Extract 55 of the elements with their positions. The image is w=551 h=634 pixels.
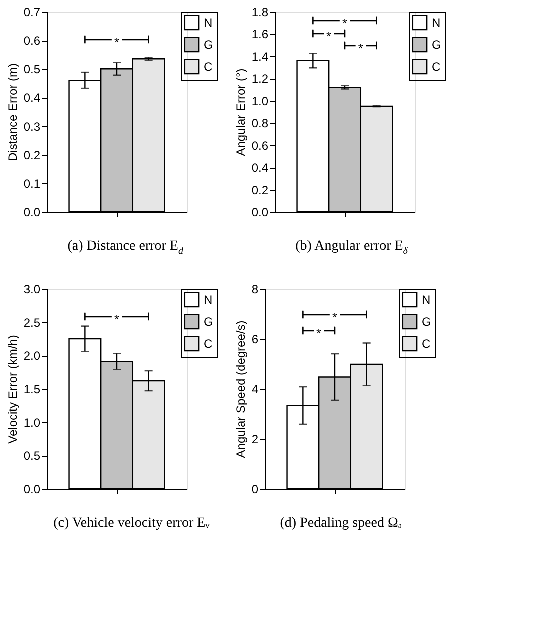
y-tick-label: 4: [252, 382, 259, 396]
y-tick-label: 1.5: [24, 382, 41, 396]
y-tick-label: 0.4: [252, 161, 269, 176]
legend-label: G: [432, 38, 442, 52]
y-tick-label: 2.5: [24, 316, 41, 330]
y-tick-label: 0.2: [252, 183, 269, 198]
y-tick-label: 0.5: [24, 62, 41, 77]
y-tick-label: 0.0: [252, 206, 269, 220]
y-tick-label: 0.6: [24, 34, 41, 48]
legend-label: C: [432, 60, 441, 74]
y-tick-label: 0.2: [24, 148, 41, 162]
legend-label: G: [204, 315, 214, 329]
y-axis-title: Distance Error (m): [6, 63, 20, 162]
legend-label: G: [422, 315, 432, 329]
annotation: *: [316, 326, 322, 341]
y-tick-label: 0.6: [252, 138, 269, 153]
y-tick-label: 0.7: [24, 6, 41, 20]
legend-label: C: [204, 337, 213, 351]
y-axis-title: Angular Error (°): [234, 68, 248, 156]
y-tick-label: 1.0: [24, 416, 41, 430]
y-tick-label: 1.4: [252, 50, 269, 64]
y-tick-label: 2: [252, 432, 259, 446]
text: (d) Pedaling speed Ωₐ: [280, 516, 402, 531]
annotation: *: [332, 310, 338, 325]
legend-label: N: [204, 293, 213, 307]
y-tick-label: 2.0: [24, 349, 41, 364]
y-tick-label: 0.3: [24, 120, 41, 134]
legend-label: C: [204, 60, 213, 74]
y-tick-label: 1.8: [252, 6, 269, 20]
y-tick-label: 1.0: [252, 94, 269, 108]
y-axis-title: Angular Speed (degree/s): [234, 320, 248, 458]
annotation: *: [342, 16, 348, 31]
annotation: *: [114, 312, 120, 327]
legend-label: C: [422, 337, 431, 351]
text: (c) Vehicle velocity error Eᵥ: [54, 516, 211, 531]
y-tick-label: 0.1: [24, 176, 41, 191]
y-tick-label: 3.0: [24, 282, 41, 296]
annotation: *: [326, 29, 332, 44]
legend-label: N: [422, 293, 431, 307]
legend-label: G: [204, 38, 214, 52]
y-tick-label: 0.4: [24, 91, 41, 106]
y-tick-label: 0.0: [24, 206, 41, 220]
y-axis-title: Velocity Error (km/h): [6, 335, 20, 444]
legend-label: N: [432, 16, 441, 30]
y-tick-label: 1.2: [252, 72, 269, 86]
annotation: *: [114, 35, 120, 50]
y-tick-label: 0.5: [24, 449, 41, 464]
y-tick-label: 1.6: [252, 28, 269, 42]
y-tick-label: 6: [252, 332, 259, 346]
y-tick-label: 8: [252, 282, 259, 296]
y-tick-label: 0: [252, 482, 259, 496]
annotation: *: [358, 41, 364, 56]
legend-label: N: [204, 16, 213, 30]
y-tick-label: 0.0: [24, 482, 41, 496]
y-tick-label: 0.8: [252, 116, 269, 131]
